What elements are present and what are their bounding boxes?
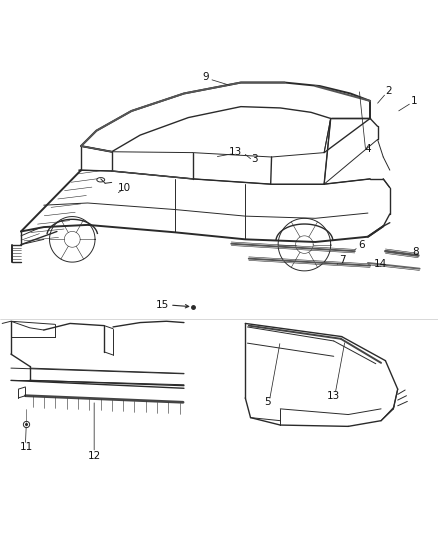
Text: 1: 1 bbox=[410, 96, 417, 106]
Text: 12: 12 bbox=[88, 451, 101, 461]
Text: 4: 4 bbox=[364, 144, 371, 154]
Text: 6: 6 bbox=[358, 240, 365, 251]
Text: 2: 2 bbox=[385, 86, 392, 96]
Text: 13: 13 bbox=[327, 391, 340, 401]
Text: 7: 7 bbox=[339, 255, 346, 265]
Text: 13: 13 bbox=[229, 147, 242, 157]
Text: 15: 15 bbox=[156, 300, 170, 310]
Text: 14: 14 bbox=[374, 260, 387, 269]
Text: 11: 11 bbox=[20, 442, 33, 452]
Text: 8: 8 bbox=[412, 247, 419, 257]
Text: 10: 10 bbox=[118, 183, 131, 192]
Text: 5: 5 bbox=[264, 397, 271, 407]
Text: 9: 9 bbox=[202, 72, 209, 82]
Text: 3: 3 bbox=[251, 154, 258, 164]
